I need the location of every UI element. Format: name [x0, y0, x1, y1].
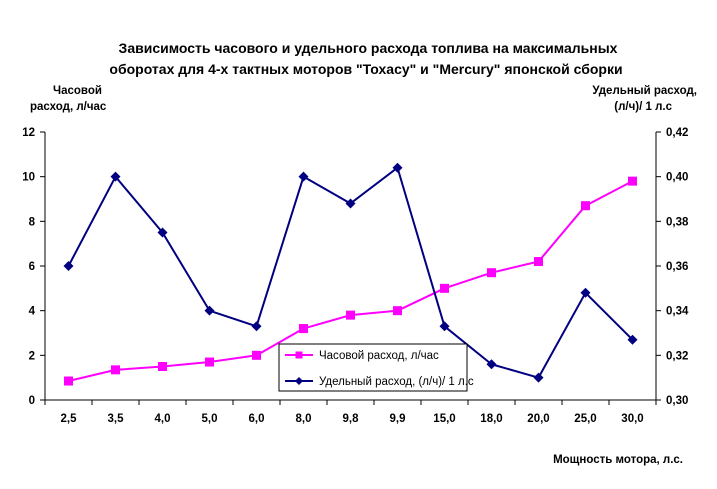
data-point-diamond: [533, 372, 544, 383]
data-point-diamond: [251, 321, 262, 332]
x-axis-tick-label: 4,0: [155, 413, 171, 425]
right-axis-tick-label: 0,38: [666, 216, 689, 228]
legend-marker-hourly: [295, 351, 303, 359]
legend: Часовой расход, л/час Удельный расход, (…: [278, 343, 474, 392]
data-point-diamond: [486, 359, 497, 370]
right-axis-tick-label: 0,36: [666, 261, 688, 273]
right-axis-tick-label: 0,30: [666, 395, 688, 407]
legend-marker-specific: [295, 377, 303, 385]
data-point-square: [252, 350, 261, 360]
left-axis-label-line1: Часовой: [53, 85, 102, 97]
x-axis-tick-label: 3,5: [108, 413, 125, 425]
series-specific: [63, 162, 638, 383]
data-point-square: [299, 324, 308, 334]
data-point-square: [487, 268, 496, 278]
data-point-diamond: [298, 171, 309, 182]
data-point-diamond: [110, 171, 121, 182]
chart-title-line1: Зависимость часового и удельного расхода…: [119, 40, 618, 56]
series-hourly: [64, 176, 637, 386]
data-point-diamond: [627, 334, 638, 345]
x-axis-tick-label: 18,0: [480, 413, 502, 425]
left-axis-tick-label: 6: [29, 261, 35, 273]
data-point-diamond: [63, 261, 74, 271]
left-axis-label-line2: расход, л/час: [30, 101, 107, 113]
legend-label-specific: Удельный расход, (л/ч)/ 1 л.с: [319, 376, 474, 388]
right-axis-label-line1: Удельный расход,: [592, 85, 697, 97]
right-axis-tick-label: 0,42: [666, 127, 688, 139]
data-point-square: [64, 376, 73, 386]
left-axis-tick-label: 12: [22, 127, 35, 139]
data-point-square: [393, 306, 402, 316]
left-axis-tick-label: 8: [29, 216, 36, 228]
left-axis-tick-label: 10: [22, 172, 35, 184]
data-point-square: [346, 310, 355, 320]
chart-title-line2: оборотах для 4-х тактных моторов "Тохасу…: [109, 61, 622, 77]
data-point-square: [158, 362, 167, 371]
right-axis-tick-label: 0,34: [666, 306, 689, 318]
data-point-diamond: [157, 227, 168, 238]
data-point-square: [581, 201, 590, 211]
data-point-diamond: [392, 162, 403, 173]
x-axis-tick-label: 2,5: [61, 413, 78, 425]
x-axis-tick-label: 6,0: [249, 413, 265, 425]
x-axis-tick-label: 9,8: [343, 413, 360, 425]
data-point-square: [440, 283, 449, 293]
data-point-diamond: [204, 305, 215, 316]
right-axis-tick-label: 0,40: [666, 172, 688, 184]
legend-label-hourly: Часовой расход, л/час: [319, 350, 439, 362]
data-point-diamond: [439, 321, 450, 332]
left-axis-tick-label: 0: [29, 395, 35, 407]
x-axis-tick-label: 15,0: [433, 413, 455, 425]
data-point-square: [205, 357, 214, 367]
legend-box: [278, 343, 468, 392]
right-axis-label-line2: (л/ч)/ 1 л.с: [614, 101, 672, 113]
right-axis-tick-label: 0,32: [666, 350, 688, 362]
data-point-diamond: [580, 287, 591, 298]
x-axis-tick-label: 8,0: [296, 413, 312, 425]
x-axis-tick-label: 20,0: [527, 413, 549, 425]
x-axis-tick-label: 5,0: [202, 413, 218, 425]
left-axis-tick-label: 2: [29, 350, 35, 362]
data-point-diamond: [345, 198, 356, 209]
x-axis-tick-label: 30,0: [621, 413, 643, 425]
axes: 0 2 4 6 8 10 12 0,30 0,32 0,34 0,36 0,38 0,40 0,42 2,5…: [22, 127, 689, 425]
x-axis-tick-label: 25,0: [574, 413, 596, 425]
data-point-square: [111, 365, 120, 375]
x-axis-label: Мощность мотора, л.с.: [553, 454, 683, 466]
left-axis-tick-label: 4: [29, 306, 36, 318]
data-point-square: [628, 176, 637, 186]
data-point-square: [534, 257, 543, 267]
x-axis-tick-label: 9,9: [390, 413, 406, 425]
